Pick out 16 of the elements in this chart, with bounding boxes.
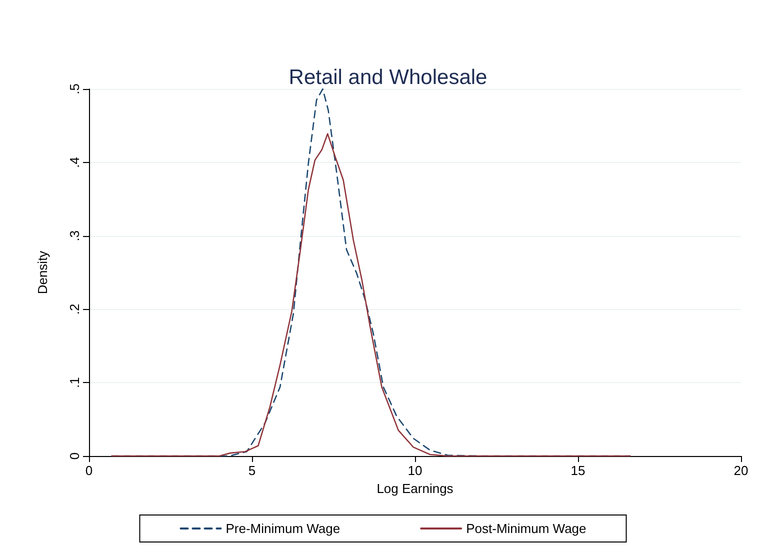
y-tick-label: .2 xyxy=(67,304,82,315)
x-axis-title: Log Earnings xyxy=(376,480,454,496)
y-tick-label: 0 xyxy=(67,452,82,460)
x-tick-label: 5 xyxy=(248,463,256,478)
y-axis-title: Density xyxy=(35,250,50,294)
x-tick-label: 10 xyxy=(408,463,422,478)
chart-title: Retail and Wholesale xyxy=(288,66,488,89)
x-tick-label: 20 xyxy=(734,463,748,478)
y-tick-label: .5 xyxy=(67,84,82,94)
y-tick-label: .3 xyxy=(67,230,82,242)
y-tick-label: .4 xyxy=(67,156,82,168)
legend-label: Post-Minimum Wage xyxy=(466,521,586,536)
legend-label: Pre-Minimum Wage xyxy=(226,521,340,536)
x-tick-label: 0 xyxy=(85,463,93,478)
y-tick-label: .1 xyxy=(67,377,82,388)
x-tick-label: 15 xyxy=(570,463,586,478)
